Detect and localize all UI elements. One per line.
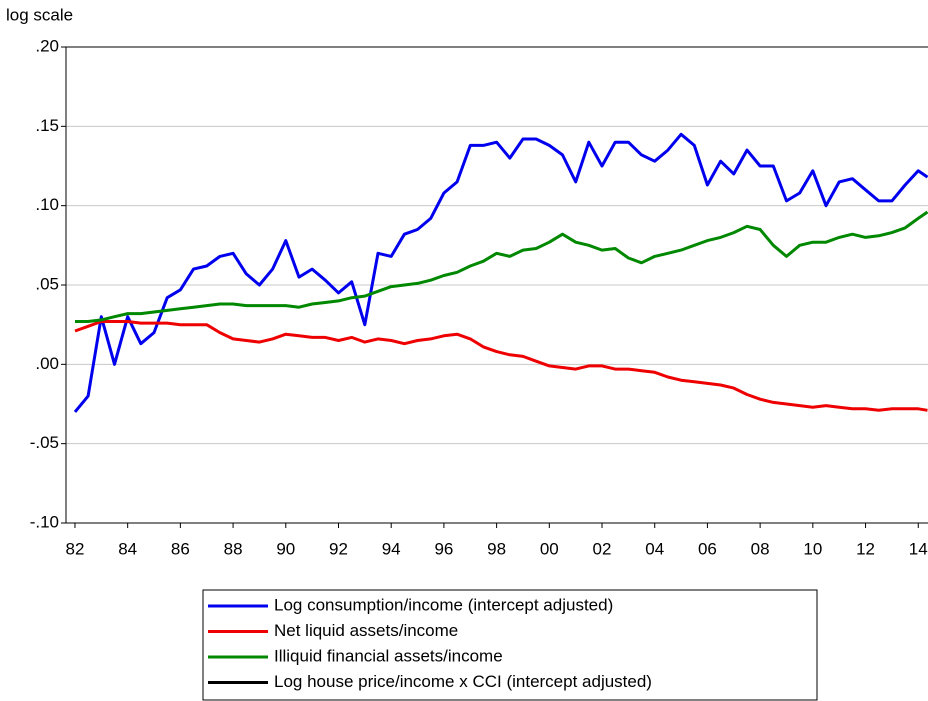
x-tick-label: 86: [171, 539, 190, 558]
x-tick-label: 12: [856, 539, 875, 558]
y-tick-label: -.10: [30, 512, 59, 531]
x-tick-label: 88: [224, 539, 243, 558]
legend-label: Illiquid financial assets/income: [274, 646, 503, 665]
y-tick-label: .20: [35, 36, 59, 55]
x-tick-label: 84: [118, 539, 137, 558]
y-tick-label: .15: [35, 116, 59, 135]
x-tick-label: 14: [909, 539, 928, 558]
x-tick-label: 82: [65, 539, 84, 558]
y-tick-label: .10: [35, 195, 59, 214]
x-tick-label: 90: [276, 539, 295, 558]
legend-label: Net liquid assets/income: [274, 621, 458, 640]
x-tick-label: 92: [329, 539, 348, 558]
legend-box: [202, 589, 818, 701]
x-tick-label: 00: [540, 539, 559, 558]
x-tick-label: 06: [698, 539, 717, 558]
x-tick-label: 94: [382, 539, 401, 558]
y-tick-label: -.05: [30, 433, 59, 452]
x-tick-label: 02: [593, 539, 612, 558]
series-line: [74, 320, 928, 412]
x-tick-label: 04: [645, 539, 664, 558]
legend-label: Log house price/income x CCI (intercept …: [274, 672, 652, 691]
legend-label: Log consumption/income (intercept adjust…: [274, 595, 613, 614]
y-tick-label: .00: [35, 354, 59, 373]
series-line: [75, 210, 928, 323]
y-axis-label: log scale: [6, 5, 73, 24]
x-tick-label: 08: [751, 539, 770, 558]
x-tick-label: 10: [803, 539, 822, 558]
y-tick-label: .05: [35, 274, 59, 293]
x-tick-label: 98: [487, 539, 506, 558]
x-tick-label: 96: [434, 539, 453, 558]
series-line: [73, 132, 928, 413]
